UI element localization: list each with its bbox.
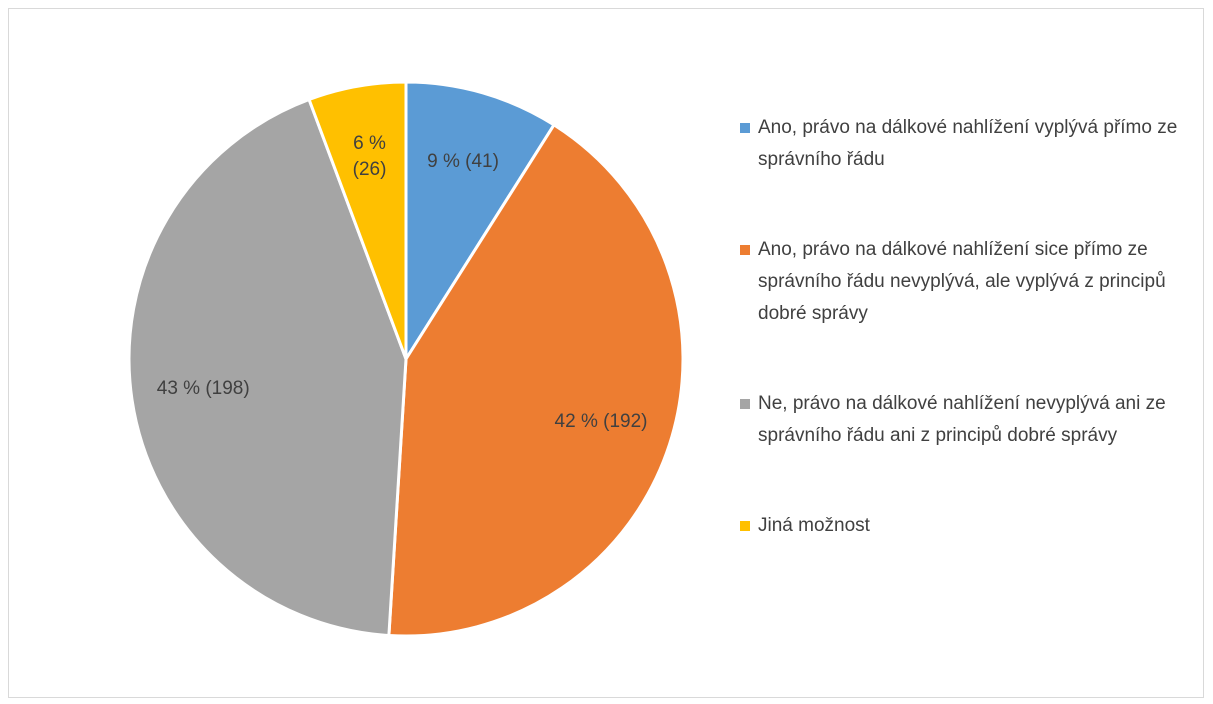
legend-entry: Ano, právo na dálkové nahlížení sice pří… bbox=[740, 234, 1195, 330]
legend-label: Ne, právo na dálkové nahlížení nevyplývá… bbox=[758, 393, 1166, 446]
data-label: 9 % (41) bbox=[427, 151, 499, 173]
legend: Ano, právo na dálkové nahlížení vyplývá … bbox=[740, 112, 1195, 542]
data-label: 6 % (26) bbox=[352, 133, 387, 181]
legend-entry: Ano, právo na dálkové nahlížení vyplývá … bbox=[740, 112, 1195, 176]
legend-label: Ano, právo na dálkové nahlížení sice pří… bbox=[758, 239, 1166, 324]
data-label: 43 % (198) bbox=[156, 378, 250, 400]
legend-swatch bbox=[740, 123, 750, 133]
legend-swatch bbox=[740, 521, 750, 531]
legend-label: Ano, právo na dálkové nahlížení vyplývá … bbox=[758, 117, 1178, 170]
legend-label: Jiná možnost bbox=[758, 515, 870, 536]
data-label: 42 % (192) bbox=[554, 411, 648, 433]
legend-swatch bbox=[740, 399, 750, 409]
pie-slice bbox=[307, 80, 408, 360]
pie-slice bbox=[387, 122, 685, 638]
chart-frame bbox=[8, 8, 1204, 698]
pie-slice bbox=[404, 80, 557, 365]
legend-swatch bbox=[740, 245, 750, 255]
legend-entry: Jiná možnost bbox=[740, 510, 1195, 542]
pie-slice bbox=[127, 97, 408, 638]
legend-entry: Ne, právo na dálkové nahlížení nevyplývá… bbox=[740, 388, 1195, 452]
